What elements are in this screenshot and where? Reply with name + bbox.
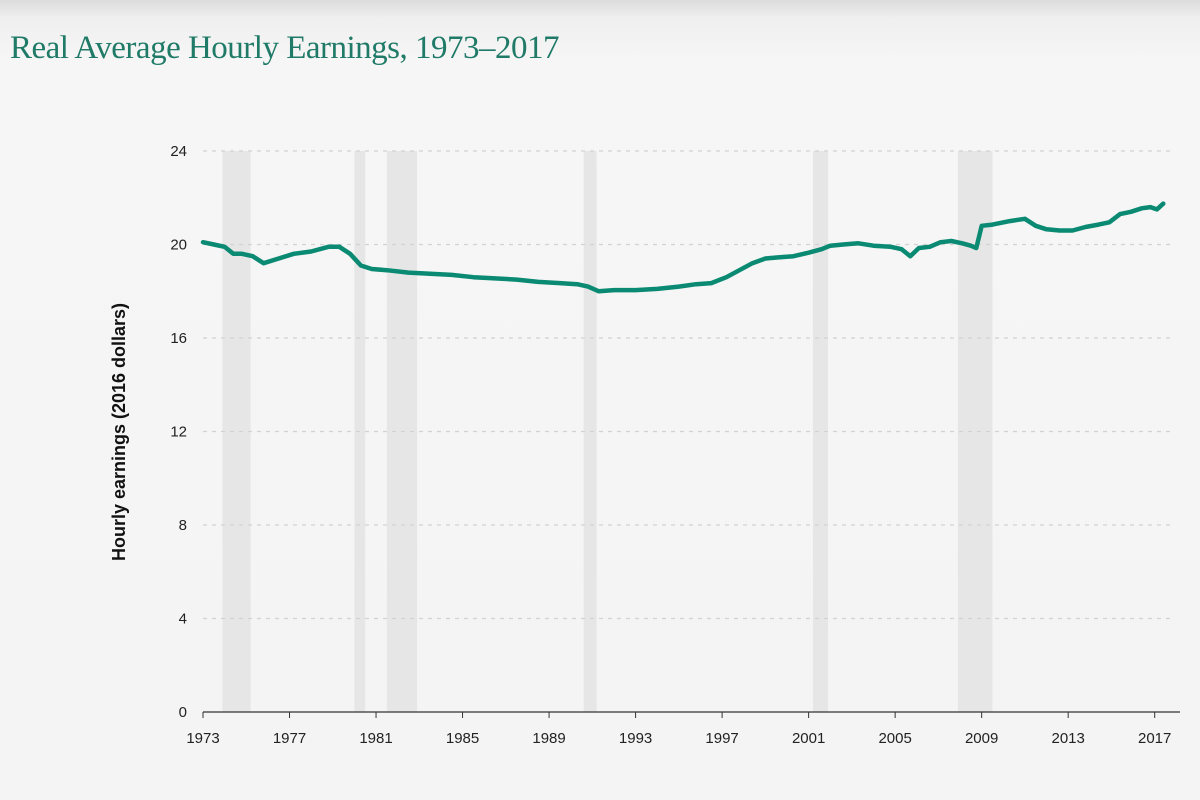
y-tick-label: 16: [170, 330, 187, 347]
recession-band-4: [812, 151, 829, 712]
y-axis-label: Hourly earnings (2016 dollars): [109, 303, 129, 561]
x-tick-label: 1973: [186, 730, 219, 747]
y-tick-label: 8: [179, 517, 187, 534]
x-axis-tick-labels: 1973 1977 1981 1985 1989 1993 1997 2001 2005 2009…: [186, 712, 1171, 747]
y-tick-label: 12: [170, 424, 187, 441]
x-tick-label: 2005: [878, 730, 911, 747]
x-tick-label: 1981: [359, 730, 392, 747]
y-tick-label: 24: [170, 143, 187, 160]
x-tick-label: 1993: [619, 730, 652, 747]
x-tick-label: 2017: [1138, 730, 1171, 747]
recession-band-0: [222, 151, 251, 712]
series-layer: [200, 201, 1166, 294]
y-tick-label: 20: [170, 237, 187, 254]
y-tick-label: 4: [179, 611, 187, 628]
x-tick-label: 1977: [273, 730, 306, 747]
y-axis-tick-labels: 0 4 8 12 16 20 24: [170, 143, 187, 721]
y-tick-label: 0: [179, 704, 187, 721]
x-tick-label: 1985: [446, 730, 479, 747]
recession-bands: [222, 151, 993, 712]
x-tick-label: 2009: [965, 730, 998, 747]
x-tick-label: 2001: [792, 730, 825, 747]
x-tick-label: 1989: [532, 730, 565, 747]
x-tick-label: 1997: [705, 730, 738, 747]
x-tick-label: 2013: [1051, 730, 1084, 747]
gridlines: [203, 150, 1180, 713]
chart-title: Real Average Hourly Earnings, 1973–2017: [10, 30, 560, 66]
series-line-0: [200, 201, 1166, 294]
